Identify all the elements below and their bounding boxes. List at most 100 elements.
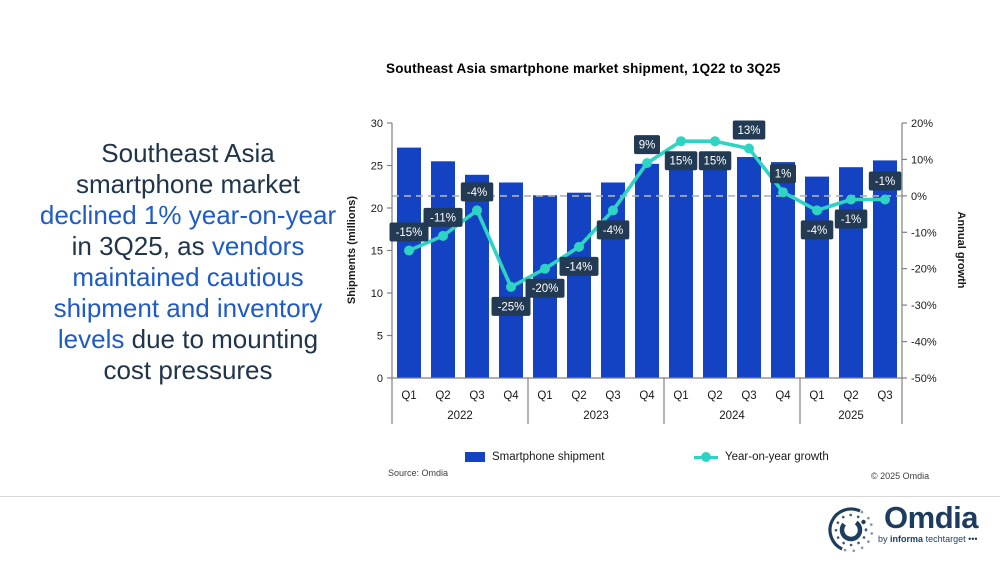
year-label: 2025 [838, 410, 864, 422]
data-point [574, 241, 584, 252]
year-label: 2024 [719, 410, 745, 422]
left-tick-label: 0 [377, 373, 383, 385]
svg-text:-1%: -1% [841, 214, 861, 226]
left-tick-label: 15 [371, 246, 383, 258]
svg-text:-11%: -11% [430, 212, 456, 224]
source-note: Source: Omdia [388, 468, 449, 478]
svg-text:-1%: -1% [875, 176, 895, 188]
svg-text:9%: 9% [639, 140, 656, 152]
right-tick-label: 0% [911, 191, 927, 203]
chart: 30 25 20 15 10 5 0 20% 10% 0% -10% -20% -30% -40% -50%… [371, 118, 937, 424]
quarter-label: Q4 [775, 390, 791, 402]
data-point [506, 281, 516, 292]
data-label: -11% [423, 207, 463, 227]
bar [737, 157, 761, 378]
data-point [438, 230, 448, 241]
left-tick-label: 25 [371, 161, 383, 173]
growth-axis-title: Annual growth [955, 211, 967, 289]
quarter-label: Q1 [809, 390, 824, 402]
data-point [812, 205, 822, 216]
data-point [404, 245, 414, 256]
bar [465, 174, 489, 378]
footer-divider [0, 496, 1000, 497]
legend-label: Smartphone shipment [492, 451, 605, 463]
headline-segment: vendors maintained cautious shipment and… [53, 231, 323, 354]
data-label: -1% [834, 209, 868, 229]
svg-text:-4%: -4% [603, 225, 623, 237]
data-label: -4% [800, 220, 834, 240]
data-label: -20% [525, 278, 565, 298]
data-label: -1% [868, 171, 902, 191]
quarter-label: Q3 [877, 390, 892, 402]
data-label: 15% [664, 151, 698, 171]
headline-segment: due to mounting cost pressures [103, 324, 319, 385]
data-point [642, 158, 652, 169]
bar [669, 168, 693, 378]
quarter-label: Q3 [741, 390, 756, 402]
omdia-tagline: by informa techtarget ••• [878, 534, 978, 544]
data-point [472, 205, 482, 216]
right-tick-label: 10% [911, 154, 933, 166]
data-label: -14% [559, 256, 599, 276]
omdia-logo: Omdia by informa techtarget ••• [825, 502, 978, 556]
bar [567, 192, 591, 378]
bar [431, 161, 455, 379]
quarter-label: Q4 [503, 390, 519, 402]
legend-item-growth: Year-on-year growth [694, 451, 829, 463]
quarter-label: Q2 [571, 390, 586, 402]
data-point [778, 187, 788, 198]
left-tick-label: 20 [371, 203, 383, 215]
bar [499, 182, 523, 378]
headline-segment: declined 1% year-on-year [39, 200, 337, 230]
omdia-logo-icon [828, 507, 874, 553]
headline-segment: in 3Q25, as [71, 231, 212, 261]
data-label: 9% [634, 135, 660, 155]
quarter-label: Q1 [673, 390, 688, 402]
year-label: 2023 [583, 410, 609, 422]
bar [703, 165, 727, 378]
svg-text:-25%: -25% [498, 301, 525, 313]
svg-text:15%: 15% [703, 156, 726, 168]
chart-title: Southeast Asia smartphone market shipmen… [386, 61, 781, 76]
data-point [744, 143, 754, 154]
copyright-note: © 2025 Omdia [871, 471, 930, 481]
right-tick-label: -30% [911, 300, 937, 312]
bar [873, 160, 897, 378]
data-label: -4% [460, 182, 494, 202]
data-point [846, 194, 856, 205]
year-label: 2022 [447, 410, 473, 422]
quarter-label: Q2 [707, 390, 722, 402]
quarter-label: Q3 [469, 390, 484, 402]
right-tick-label: -50% [911, 373, 937, 385]
shipment-legend-swatch [465, 452, 485, 462]
quarter-label: Q2 [435, 390, 450, 402]
data-point [608, 205, 618, 216]
growth-legend-marker [694, 452, 718, 462]
right-tick-label: -10% [911, 227, 937, 239]
shipments-axis-title: Shipments (millions) [346, 195, 358, 305]
data-label: -15% [389, 222, 429, 242]
right-tick-label: 20% [911, 118, 933, 130]
data-point [676, 136, 686, 147]
data-label: 13% [732, 120, 766, 140]
svg-text:-15%: -15% [396, 227, 423, 239]
data-label: -4% [596, 220, 630, 240]
bar [635, 163, 659, 378]
headline: Southeast Asia smartphone market decline… [37, 138, 339, 386]
svg-text:-14%: -14% [566, 261, 593, 273]
quarter-label: Q2 [843, 390, 858, 402]
quarter-label: Q1 [401, 390, 416, 402]
data-point [710, 136, 720, 147]
left-tick-label: 10 [371, 288, 383, 300]
left-tick-label: 5 [377, 331, 383, 343]
quarter-label: Q3 [605, 390, 620, 402]
quarter-label: Q1 [537, 390, 552, 402]
left-tick-label: 30 [371, 118, 383, 130]
data-point [880, 194, 890, 205]
quarter-label: Q4 [639, 390, 655, 402]
data-label: 1% [770, 164, 796, 184]
legend-label: Year-on-year growth [725, 451, 829, 463]
svg-text:-4%: -4% [467, 187, 487, 199]
svg-text:-20%: -20% [532, 283, 559, 295]
